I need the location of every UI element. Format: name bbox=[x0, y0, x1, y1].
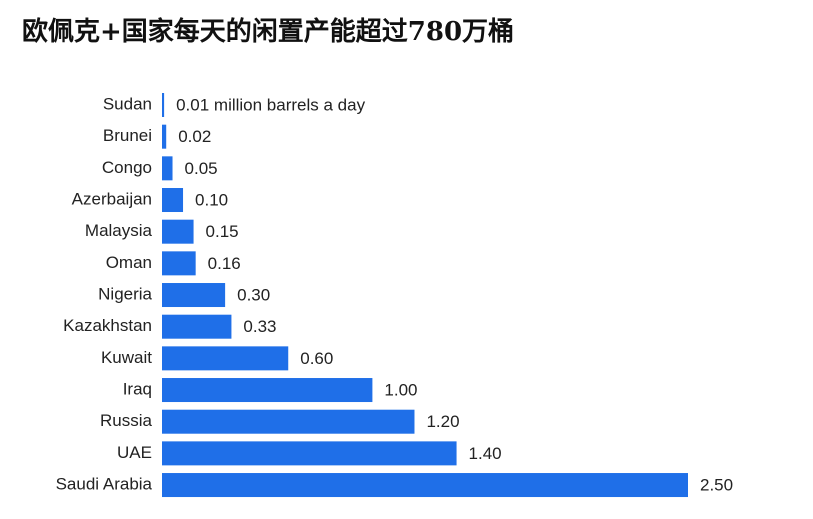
bar bbox=[162, 473, 688, 498]
bar bbox=[162, 409, 415, 434]
category-label: Kuwait bbox=[101, 348, 152, 367]
category-label: Oman bbox=[106, 253, 152, 272]
category-label: Nigeria bbox=[98, 285, 152, 304]
value-label: 0.15 bbox=[206, 222, 239, 241]
value-label: 0.60 bbox=[300, 349, 333, 368]
bar bbox=[162, 441, 457, 466]
bar bbox=[162, 219, 194, 244]
value-label: 0.01 million barrels a day bbox=[176, 95, 365, 114]
category-label: Sudan bbox=[103, 94, 152, 113]
bar bbox=[162, 93, 165, 117]
category-label: Iraq bbox=[123, 380, 152, 399]
category-label: Malaysia bbox=[85, 221, 153, 240]
bar bbox=[162, 314, 232, 339]
value-label: 1.00 bbox=[384, 381, 417, 400]
bar bbox=[162, 188, 184, 213]
bar bbox=[162, 346, 289, 371]
value-label: 0.10 bbox=[195, 190, 228, 209]
category-label: Saudi Arabia bbox=[56, 475, 153, 494]
bar bbox=[162, 156, 173, 181]
bar bbox=[162, 378, 373, 403]
value-label: 0.16 bbox=[208, 254, 241, 273]
value-label: 1.20 bbox=[426, 412, 459, 431]
category-label: Brunei bbox=[103, 126, 152, 145]
value-label: 0.02 bbox=[178, 127, 211, 146]
category-label: Kazakhstan bbox=[63, 316, 152, 335]
category-label: UAE bbox=[117, 443, 152, 462]
value-label: 0.33 bbox=[243, 317, 276, 336]
value-label: 1.40 bbox=[469, 444, 502, 463]
category-label: Russia bbox=[100, 411, 153, 430]
category-label: Azerbaijan bbox=[72, 189, 152, 208]
bar bbox=[162, 124, 167, 149]
value-label: 0.30 bbox=[237, 286, 270, 305]
value-label: 2.50 bbox=[700, 476, 733, 495]
bar bbox=[162, 251, 196, 276]
bar bbox=[162, 283, 226, 308]
value-label: 0.05 bbox=[185, 159, 218, 178]
category-label: Congo bbox=[102, 158, 152, 177]
chart-title: 欧佩克+国家每天的闲置产能超过780万桶 bbox=[22, 16, 514, 47]
